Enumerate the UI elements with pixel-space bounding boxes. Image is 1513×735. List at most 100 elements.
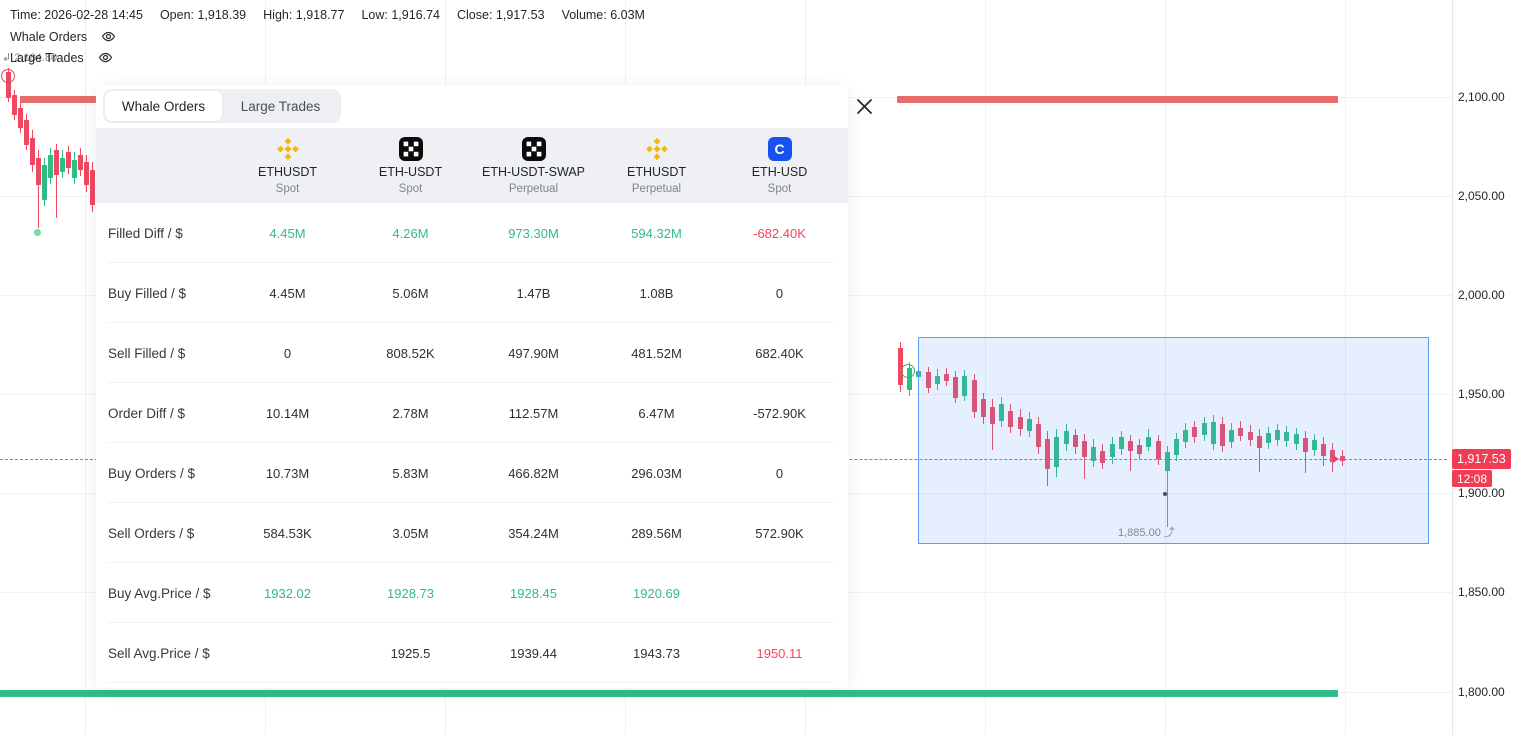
- candle: [1128, 441, 1133, 451]
- table-row: Sell Orders / $ 584.53K 3.05M 354.24M 289.56…: [96, 503, 848, 563]
- candle: [898, 348, 903, 385]
- candle: [24, 120, 29, 145]
- table-cell: 1939.44: [510, 645, 557, 661]
- table-cell: 10.14M: [265, 405, 310, 421]
- candle-wick: [992, 399, 993, 450]
- vertical-gridline: [1165, 0, 1166, 735]
- candle: [48, 155, 53, 178]
- exchange-icon-wrap: [398, 137, 423, 161]
- candle: [1110, 444, 1115, 457]
- column-header-ethusdt: ETHUSDT Perpetual: [595, 128, 718, 195]
- candle: [1027, 419, 1032, 431]
- tab-large-trades[interactable]: Large Trades: [240, 98, 321, 114]
- eye-icon[interactable]: [98, 50, 113, 65]
- column-header-eth-usd: C ETH-USD Spot: [718, 128, 841, 195]
- eye-icon[interactable]: [101, 29, 116, 44]
- trade-marker-dot: [33, 228, 41, 236]
- candle: [990, 407, 995, 424]
- candle: [18, 108, 23, 128]
- exchange-column-headers: ETHUSDT Spot ETH-USDT Spot ETH-USDT-SWAP Pe…: [96, 128, 848, 203]
- price-axis-label: 1,900.00: [1458, 486, 1505, 500]
- symbol-label: ETH-USDT: [378, 165, 443, 179]
- candle: [1211, 422, 1216, 444]
- exchange-icon-wrap: C: [767, 137, 792, 161]
- row-label: Buy Filled / $: [108, 285, 187, 301]
- market-type-label: Spot: [275, 183, 300, 195]
- table-cell: 1.47B: [516, 285, 551, 301]
- price-axis-label: 1,950.00: [1458, 387, 1505, 401]
- table-cell: 4.26M: [392, 225, 429, 241]
- candle: [1321, 444, 1326, 456]
- table-cell: 1920.69: [633, 585, 680, 601]
- table-cell: 296.03M: [631, 465, 682, 481]
- table-cell: 1943.73: [633, 645, 680, 661]
- table-cell: 1950.11: [756, 645, 803, 661]
- table-cell: 3.05M: [392, 525, 429, 541]
- candle: [953, 377, 958, 398]
- current-price-pointer: [1333, 455, 1339, 463]
- trade-marker-ring: [1, 69, 15, 83]
- candle: [12, 95, 17, 115]
- table-cell: 2.78M: [392, 405, 429, 421]
- price-axis-label: 1,800.00: [1458, 685, 1505, 699]
- table-row: Order Diff / $ 10.14M 2.78M 112.57M 6.47M -57…: [96, 383, 848, 443]
- table-cell: 1.08B: [639, 285, 674, 301]
- candle: [981, 399, 986, 417]
- tab-whale-orders[interactable]: Whale Orders: [105, 91, 222, 121]
- row-label: Buy Orders / $: [108, 465, 196, 481]
- candle: [1156, 441, 1161, 459]
- candle: [1073, 435, 1078, 447]
- candle: [84, 162, 89, 185]
- trade-marker-dot: [1163, 492, 1167, 496]
- table-row: Filled Diff / $ 4.45M 4.26M 973.30M 594.32M -…: [96, 203, 848, 263]
- table-row: Buy Filled / $ 4.45M 5.06M 1.47B 1.08B 0: [96, 263, 848, 323]
- table-cell: 594.32M: [631, 225, 682, 241]
- selection-rectangle[interactable]: [918, 337, 1429, 544]
- price-axis-label: 2,100.00: [1458, 90, 1505, 104]
- table-row: Sell Filled / $ 0 808.52K 497.90M 481.52M 682…: [96, 323, 848, 383]
- price-axis-label: 2,050.00: [1458, 189, 1505, 203]
- column-header-eth-usdt: ETH-USDT Spot: [349, 128, 472, 195]
- candle: [1036, 424, 1041, 447]
- table-cell: 584.53K: [263, 525, 312, 541]
- candle-wick: [1259, 429, 1260, 472]
- price-axis-line: [1452, 0, 1453, 735]
- candle: [78, 155, 83, 170]
- layer-toggle-whale-orders: Whale Orders: [10, 29, 116, 44]
- ohlc-item: Volume: 6.03M: [561, 8, 645, 22]
- candle-wick: [38, 150, 39, 228]
- countdown-tag: 12:08: [1452, 470, 1493, 487]
- table-row: Buy Avg.Price / $ 1932.02 1928.73 1928.45 19…: [96, 563, 848, 623]
- candle: [1340, 456, 1345, 461]
- candle: [935, 376, 940, 384]
- candle: [72, 160, 77, 178]
- vertical-gridline: [1345, 0, 1346, 735]
- current-price-tag: 1,917.53: [1452, 449, 1511, 469]
- row-label: Order Diff / $: [108, 405, 186, 421]
- candle: [1229, 430, 1234, 442]
- table-cell: 1925.5: [390, 645, 431, 661]
- table-cell: -682.40K: [753, 225, 806, 241]
- close-icon[interactable]: [851, 93, 877, 119]
- candle: [90, 170, 95, 205]
- panel-tabs: Whale Orders Large Trades: [103, 89, 341, 123]
- table-cell: 572.90K: [755, 525, 804, 541]
- table-cell: 289.56M: [631, 525, 682, 541]
- candle: [42, 165, 47, 200]
- market-type-label: Perpetual: [631, 183, 682, 195]
- row-label: Buy Avg.Price / $: [108, 585, 211, 601]
- candle: [1275, 430, 1280, 440]
- candle: [1054, 437, 1059, 467]
- table-cell: -572.90K: [753, 405, 806, 421]
- binance-icon: [276, 137, 299, 161]
- table-row: Sell Avg.Price / $ 1925.5 1939.44 1943.73 19…: [96, 623, 848, 683]
- candle: [962, 376, 967, 396]
- table-cell: 5.06M: [392, 285, 429, 301]
- candle: [1137, 445, 1142, 454]
- coinbase-icon: C: [767, 137, 792, 161]
- row-label: Filled Diff / $: [108, 225, 183, 241]
- candle: [54, 150, 59, 175]
- candle: [1303, 438, 1308, 452]
- vertical-gridline: [985, 0, 986, 735]
